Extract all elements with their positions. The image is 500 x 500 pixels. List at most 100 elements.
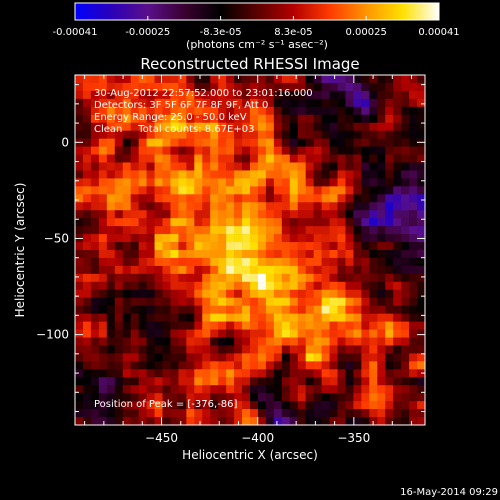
- heatmap-cell: [226, 122, 235, 131]
- heatmap-cell: [273, 281, 283, 291]
- heatmap-cell: [289, 377, 299, 386]
- heatmap-cell: [345, 234, 354, 243]
- heatmap-cell: [265, 273, 275, 283]
- heatmap-cell: [385, 75, 394, 84]
- heatmap-cell: [234, 401, 243, 410]
- heatmap-cell: [98, 321, 108, 330]
- heatmap-cell: [186, 361, 195, 370]
- heatmap-cell: [289, 289, 299, 299]
- heatmap-cell: [281, 377, 291, 386]
- heatmap-cell: [162, 257, 171, 267]
- heatmap-cell: [417, 154, 426, 163]
- heatmap-cell: [162, 409, 171, 418]
- heatmap-cell: [401, 162, 410, 171]
- heatmap-cell: [281, 242, 291, 251]
- heatmap-cell: [297, 321, 306, 330]
- heatmap-cell: [194, 82, 203, 92]
- heatmap-cell: [162, 194, 171, 203]
- heatmap-cell: [353, 273, 362, 283]
- heatmap-cell: [130, 353, 139, 362]
- heatmap-cell: [114, 194, 124, 203]
- heatmap-cell: [409, 321, 418, 330]
- heatmap-cell: [114, 170, 124, 179]
- heatmap-cell: [122, 250, 131, 259]
- heatmap-cell: [361, 329, 370, 338]
- heatmap-cell: [401, 194, 410, 203]
- heatmap-cell: [242, 265, 251, 275]
- heatmap-cell: [417, 146, 426, 155]
- heatmap-cell: [186, 257, 195, 267]
- heatmap-cell: [106, 146, 116, 155]
- heatmap-cell: [218, 257, 227, 267]
- heatmap-cell: [242, 369, 251, 378]
- heatmap-cell: [106, 361, 116, 370]
- heatmap-cell: [75, 250, 84, 259]
- heatmap-cell: [313, 329, 322, 338]
- heatmap-cell: [218, 273, 227, 283]
- heatmap-cell: [393, 289, 402, 299]
- heatmap-cell: [289, 170, 299, 179]
- heatmap-cell: [329, 377, 338, 386]
- heatmap-cell: [90, 273, 100, 283]
- heatmap-cell: [194, 281, 203, 291]
- heatmap-cell: [257, 257, 267, 267]
- heatmap-cell: [273, 194, 283, 203]
- heatmap-cell: [234, 353, 243, 362]
- heatmap-cell: [393, 369, 402, 378]
- heatmap-cell: [162, 218, 171, 227]
- heatmap-cell: [154, 226, 163, 235]
- heatmap-cell: [90, 353, 100, 362]
- heatmap-cell: [170, 82, 179, 92]
- heatmap-cell: [305, 313, 314, 322]
- heatmap-cell: [122, 186, 131, 195]
- heatmap-cell: [321, 361, 330, 370]
- heatmap-cell: [329, 226, 338, 235]
- heatmap-cell: [353, 82, 362, 92]
- heatmap-cell: [281, 385, 291, 394]
- heatmap-cell: [242, 385, 251, 394]
- heatmap-cell: [409, 202, 418, 211]
- heatmap-cell: [106, 345, 116, 354]
- heatmap-cell: [337, 281, 346, 291]
- heatmap-cell: [226, 345, 235, 354]
- heatmap-cell: [218, 369, 227, 378]
- heatmap-cell: [178, 226, 187, 235]
- heatmap-cell: [202, 82, 211, 92]
- heatmap-cell: [242, 257, 251, 267]
- heatmap-cell: [210, 369, 219, 378]
- heatmap-cell: [257, 138, 267, 147]
- heatmap-cell: [82, 377, 92, 386]
- heatmap-cell: [106, 409, 116, 418]
- heatmap-cell: [106, 369, 116, 378]
- heatmap-cell: [210, 122, 219, 131]
- heatmap-cell: [226, 106, 235, 116]
- heatmap-cell: [385, 106, 394, 116]
- heatmap-cell: [114, 321, 124, 330]
- heatmap-cell: [297, 273, 306, 283]
- y-tick-label: −50: [44, 231, 69, 245]
- heatmap-cell: [281, 194, 291, 203]
- heatmap-cell: [281, 273, 291, 283]
- x-axis: −450 −400 −350: [84, 75, 413, 445]
- heatmap-cell: [162, 305, 171, 314]
- heatmap-cell: [186, 90, 195, 100]
- heatmap-cell: [162, 297, 171, 306]
- heatmap-cell: [297, 409, 306, 418]
- heatmap-cell: [170, 106, 179, 116]
- heatmap-cell: [329, 337, 338, 346]
- heatmap-cell: [369, 226, 378, 235]
- heatmap-cell: [329, 130, 338, 139]
- heatmap-cell: [202, 98, 211, 108]
- colorbar-units: (photons cm⁻² s⁻¹ asec⁻²): [186, 38, 328, 51]
- heatmap-cell: [194, 122, 203, 131]
- heatmap-cell: [313, 194, 322, 203]
- heatmap-cell: [186, 393, 195, 402]
- heatmap-cell: [122, 114, 131, 124]
- heatmap-cell: [393, 210, 402, 219]
- heatmap-cell: [162, 385, 171, 394]
- heatmap-cell: [329, 369, 338, 378]
- heatmap-cell: [353, 194, 362, 203]
- heatmap-cell: [226, 82, 235, 92]
- heatmap-cell: [401, 218, 410, 227]
- heatmap-cell: [257, 210, 267, 219]
